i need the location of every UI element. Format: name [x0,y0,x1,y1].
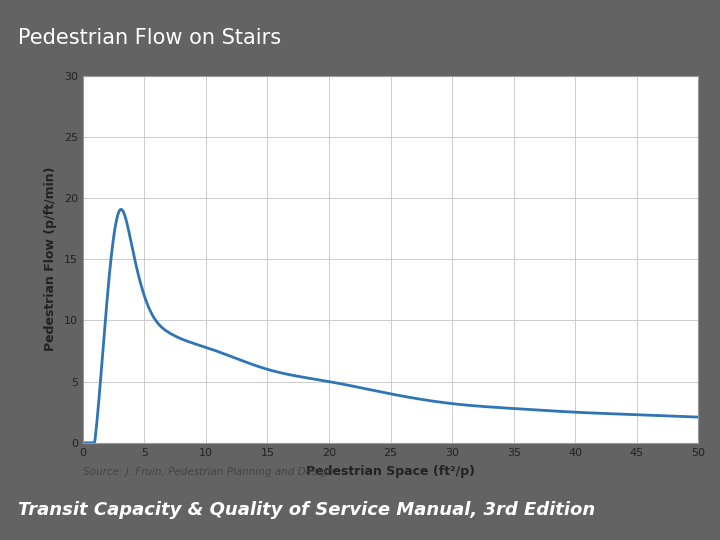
Text: Source: J. Fruin, Pedestrian Planning and Design: Source: J. Fruin, Pedestrian Planning an… [83,467,333,477]
X-axis label: Pedestrian Space (ft²/p): Pedestrian Space (ft²/p) [306,464,475,477]
Text: Transit Capacity & Quality of Service Manual, 3rd Edition: Transit Capacity & Quality of Service Ma… [18,501,595,519]
Y-axis label: Pedestrian Flow (p/ft/min): Pedestrian Flow (p/ft/min) [44,167,57,352]
Text: Pedestrian Flow on Stairs: Pedestrian Flow on Stairs [18,28,281,48]
